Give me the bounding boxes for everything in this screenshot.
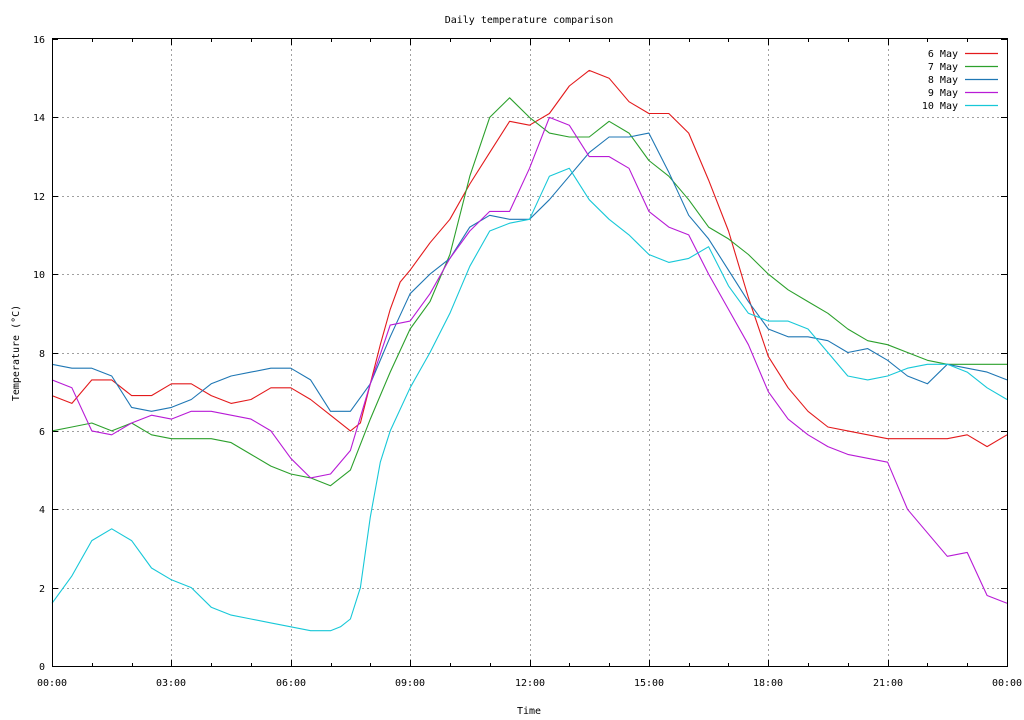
series-line-10-may (51, 167, 1008, 632)
series-lines (51, 69, 1008, 632)
legend: 6 May 7 May 8 May 9 May 10 May (922, 49, 998, 112)
y-tick-label: 16 (33, 35, 45, 46)
x-tick-label: 09:00 (395, 678, 425, 689)
x-tick-label: 00:00 (992, 678, 1022, 689)
y-tick-label: 6 (39, 427, 45, 438)
series-line-6-may (51, 69, 1008, 448)
chart-title: Daily temperature comparison (445, 15, 614, 26)
legend-label-10-may: 10 May (922, 101, 958, 112)
legend-label-8-may: 8 May (928, 75, 958, 86)
y-tick-label: 0 (39, 662, 45, 673)
y-tick-label: 4 (39, 505, 45, 516)
legend-label-9-may: 9 May (928, 88, 958, 99)
series-line-7-may (51, 97, 1007, 487)
x-tick-label: 03:00 (156, 678, 186, 689)
axis-ticks: 00:00 03:00 06:00 09:00 12:00 15:00 18:00 21:00… (33, 35, 1022, 689)
x-tick-label: 00:00 (37, 678, 67, 689)
series-line-9-may (51, 116, 1008, 604)
plot-frame (52, 38, 1008, 667)
x-tick-label: 18:00 (753, 678, 783, 689)
legend-label-7-may: 7 May (928, 62, 958, 73)
x-axis-label: Time (517, 706, 541, 717)
x-tick-label: 12:00 (515, 678, 545, 689)
y-tick-label: 14 (33, 113, 45, 124)
grid (52, 39, 1007, 666)
x-tick-label: 15:00 (634, 678, 664, 689)
y-tick-label: 8 (39, 349, 45, 360)
series-line-8-may (51, 132, 1008, 412)
y-axis-label: Temperature (°C) (11, 305, 22, 401)
y-tick-label: 10 (33, 270, 45, 281)
y-tick-label: 2 (39, 584, 45, 595)
legend-label-6-may: 6 May (928, 49, 958, 60)
x-tick-label: 21:00 (873, 678, 903, 689)
y-tick-label: 12 (33, 192, 45, 203)
x-tick-label: 06:00 (276, 678, 306, 689)
